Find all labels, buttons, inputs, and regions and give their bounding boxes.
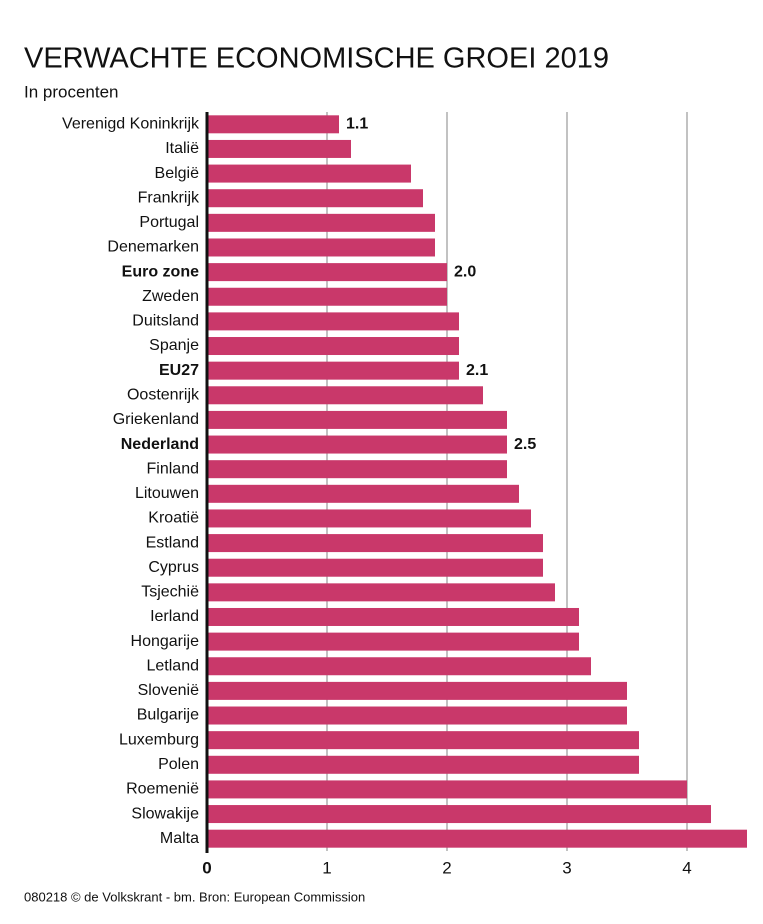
y-tick-label: Spanje [149, 337, 199, 354]
y-tick-label: Luxemburg [119, 731, 199, 748]
bar [207, 361, 459, 380]
y-tick-label: Italië [165, 140, 199, 157]
bar [207, 238, 435, 257]
y-tick-label: Duitsland [132, 313, 199, 330]
bar [207, 435, 507, 454]
y-tick-label: Polen [158, 756, 199, 773]
y-tick-label: Zweden [142, 288, 199, 305]
x-tick-label: 3 [562, 858, 571, 877]
y-tick-label: Kroatië [148, 510, 199, 527]
value-label: 2.1 [466, 362, 488, 379]
y-tick-label: Cyprus [148, 559, 199, 576]
bar [207, 805, 711, 824]
bar [207, 189, 423, 208]
y-tick-label: Litouwen [135, 485, 199, 502]
y-tick-label: Oostenrijk [127, 387, 200, 404]
bar [207, 484, 519, 503]
bar [207, 657, 591, 676]
bar [207, 263, 447, 282]
bar [207, 386, 483, 405]
chart-title: VERWACHTE ECONOMISCHE GROEI 2019 [24, 43, 609, 75]
y-tick-label: Malta [160, 830, 199, 847]
bar [207, 534, 543, 553]
bar [207, 632, 579, 651]
y-tick-label: Hongarije [131, 633, 200, 650]
y-tick-label: België [155, 165, 200, 182]
bar [207, 558, 543, 577]
y-tick-label: Portugal [139, 214, 199, 231]
y-tick-label: Denemarken [107, 239, 199, 256]
bar [207, 780, 687, 799]
y-tick-label: Frankrijk [138, 189, 200, 206]
y-tick-label: Griekenland [113, 411, 199, 428]
y-tick-label: Ierland [150, 608, 199, 625]
x-tick-label: 4 [682, 858, 691, 877]
x-tick-label: 1 [322, 858, 331, 877]
y-tick-label: Verenigd Koninkrijk [62, 116, 200, 133]
y-tick-label: Tsjechië [141, 584, 199, 601]
x-tick-label: 2 [442, 858, 451, 877]
x-tick-label: 0 [202, 858, 211, 877]
bar [207, 607, 579, 626]
bar [207, 460, 507, 479]
bar [207, 509, 531, 528]
bar [207, 164, 411, 183]
chart-subtitle: In procenten [24, 82, 119, 101]
bar [207, 312, 459, 331]
bar [207, 681, 627, 700]
y-tick-label: EU27 [159, 362, 199, 379]
y-tick-label: Euro zone [122, 263, 199, 280]
bar [207, 410, 507, 429]
bar [207, 139, 351, 158]
bar [207, 115, 339, 134]
bar [207, 583, 555, 602]
y-tick-label: Roemenië [126, 781, 199, 798]
bar [207, 213, 435, 232]
bar [207, 829, 747, 848]
bar [207, 337, 459, 356]
y-tick-label: Estland [146, 534, 199, 551]
bar [207, 731, 639, 750]
bar [207, 706, 627, 725]
value-label: 2.0 [454, 263, 476, 280]
y-tick-label: Finland [147, 460, 199, 477]
value-label: 1.1 [346, 116, 368, 133]
y-tick-label: Slovenië [138, 682, 199, 699]
y-tick-label: Nederland [121, 436, 199, 453]
value-label: 2.5 [514, 436, 536, 453]
y-tick-label: Letland [147, 657, 200, 674]
y-tick-label: Slowakije [131, 805, 199, 822]
bar [207, 755, 639, 774]
bar [207, 287, 447, 306]
source-note: 080218 © de Volkskrant - bm. Bron: Europ… [24, 889, 365, 904]
y-tick-label: Bulgarije [137, 707, 199, 724]
